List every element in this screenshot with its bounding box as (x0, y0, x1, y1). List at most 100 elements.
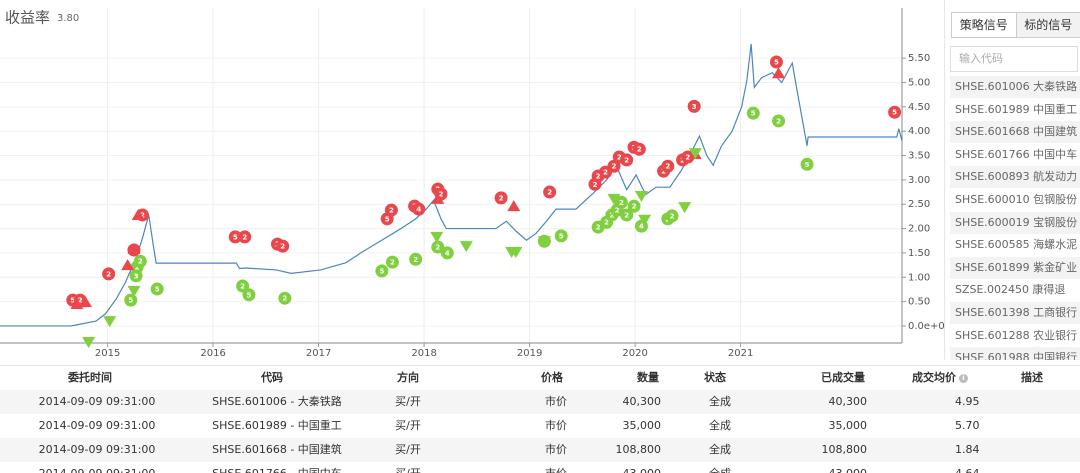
signal-label: 5 (385, 215, 390, 223)
signal-label: 3 (134, 272, 139, 280)
y-tick-label: 0.50 (908, 297, 930, 308)
y-tick-label: 0.0e+0 (908, 321, 944, 332)
y-tick-label: 3.50 (908, 151, 930, 162)
signal-label: 2 (596, 224, 601, 232)
y-tick-label: 3.00 (908, 175, 930, 186)
signal-label: 2 (624, 211, 629, 219)
y-tick-label: 2.00 (908, 224, 930, 235)
table-cell: 1.84 (955, 438, 980, 462)
signal-label: 3 (692, 103, 697, 111)
signal-item[interactable]: SHSE.600010 包钢股份 (950, 189, 1080, 211)
signal-label: 5 (774, 59, 779, 67)
table-cell: 2014-09-09 09:31:00 (0, 438, 197, 462)
signal-label: 2 (619, 199, 624, 207)
table-cell: 43,000 (667, 462, 867, 473)
x-tick-label: 2021 (728, 348, 753, 359)
signal-label: 2 (138, 258, 143, 266)
y-tick-label: 4.00 (908, 126, 930, 137)
signal-label: 5 (892, 109, 897, 117)
table-cell: 2014-09-09 09:31:00 (0, 390, 197, 414)
signal-marker (460, 241, 473, 252)
table-cell: 2014-09-09 09:31:00 (0, 414, 197, 438)
header-cell: 委托时间 (0, 366, 190, 390)
signal-label: 2 (413, 256, 418, 264)
signal-item[interactable]: SHSE.601006 大秦铁路 (950, 76, 1080, 98)
x-tick-label: 2017 (306, 348, 331, 359)
signal-label: 5 (155, 285, 160, 293)
signal-label: 2 (685, 153, 690, 161)
signal-label: 2 (624, 156, 629, 164)
signal-label: 2 (670, 212, 675, 220)
signal-label: 2 (499, 194, 504, 202)
signal-item[interactable]: SHSE.601989 中国重工 (950, 99, 1080, 121)
signal-label: 5 (233, 233, 238, 241)
signal-label: 2 (280, 243, 285, 251)
signal-item[interactable]: SHSE.600585 海螺水泥 (950, 234, 1080, 256)
signal-label: 5 (379, 267, 384, 275)
x-tick-label: 2016 (200, 348, 225, 359)
signal-label: 4 (445, 249, 450, 257)
table-cell: 4.95 (955, 390, 980, 414)
search-input[interactable]: 输入代码 (950, 46, 1078, 72)
x-tick-label: 2018 (411, 348, 436, 359)
signal-label: 2 (665, 163, 670, 171)
signal-label: 5 (247, 291, 252, 299)
signal-item[interactable]: SHSE.601288 农业银行 (950, 325, 1080, 347)
signal-item[interactable]: SZSE.002450 康得退 (950, 279, 1080, 301)
signal-label: 2 (637, 146, 642, 154)
signal-label: 2 (242, 233, 247, 241)
signal-item[interactable]: SHSE.601988 中国银行 (950, 347, 1080, 360)
tab-bar: 策略信号 标的信号 (951, 12, 1080, 38)
y-tick-label: 1.50 (908, 248, 930, 259)
table-cell: 4.64 (955, 462, 980, 473)
header-cell: 描述 (932, 366, 1080, 390)
signal-label: 2 (632, 203, 637, 211)
signal-item[interactable]: SHSE.600893 航发动力 (950, 166, 1080, 188)
signal-marker (507, 200, 520, 211)
signal-label: 2 (776, 117, 781, 125)
signal-label: 2 (106, 270, 111, 278)
y-tick-label: 4.50 (908, 102, 930, 113)
signal-label: 5 (128, 297, 133, 305)
tab[interactable]: 标的信号 (1017, 13, 1080, 37)
signal-label: 5 (751, 110, 756, 118)
signal-item[interactable]: SHSE.601668 中国建筑 (950, 121, 1080, 143)
table-cell: 35,000 (667, 414, 867, 438)
table-cell: 40,300 (667, 390, 867, 414)
signal-item[interactable]: SHSE.601899 紫金矿业 (950, 257, 1080, 279)
y-tick-label: 5.50 (908, 53, 930, 64)
x-tick-label: 2020 (622, 348, 647, 359)
chart-subtitle: 3.80 (57, 13, 79, 24)
signal-marker (430, 232, 443, 243)
table-cell: 108,800 (667, 438, 867, 462)
signal-marker (635, 191, 648, 202)
signal-item[interactable]: SHSE.601766 中国中车 (950, 144, 1080, 166)
table-cell: 2014-09-09 09:31:00 (0, 462, 197, 473)
chart-title: 收益率 (5, 9, 50, 27)
signal-label: 5 (805, 161, 810, 169)
signal-item[interactable]: SHSE.600019 宝钢股份 (950, 212, 1080, 234)
y-tick-label: 5.00 (908, 77, 930, 88)
signal-label: 5 (559, 232, 564, 240)
signal-label: 2 (603, 169, 608, 177)
chart: 收益率 3.80 2015 2016 2017 2018 2019 2020 2021 0.0… (0, 0, 944, 362)
y-tick-label: 2.50 (908, 199, 930, 210)
signal-label: 2 (282, 295, 287, 303)
return-line (0, 44, 902, 326)
signal-label: 2 (435, 244, 440, 252)
signal-item[interactable]: SHSE.601398 工商银行 (950, 302, 1080, 324)
signal-label: 2 (240, 283, 245, 291)
y-tick-label: 1.00 (908, 272, 930, 283)
signal-marker (772, 67, 785, 78)
signal-marker (678, 202, 691, 213)
x-tick-label: 2019 (517, 348, 542, 359)
x-tick-label: 2015 (95, 348, 120, 359)
tab[interactable]: 策略信号 (952, 13, 1017, 37)
